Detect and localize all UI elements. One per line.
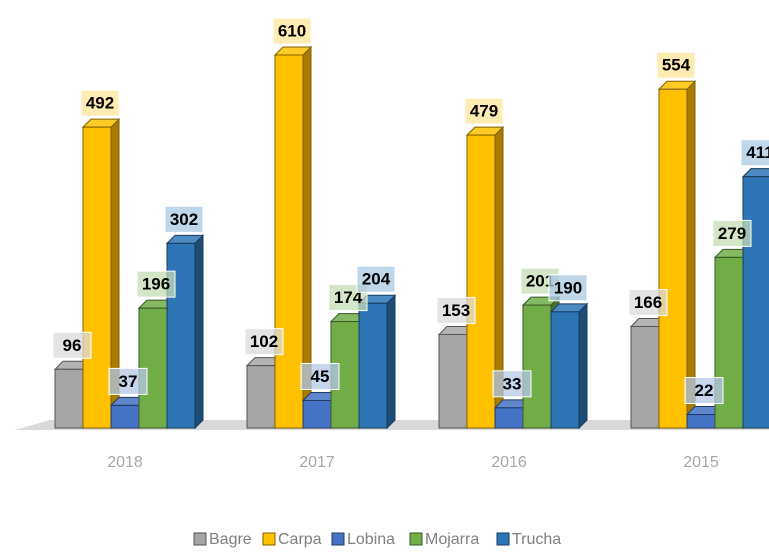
bar-front [246,365,276,429]
bar-front [550,311,580,429]
data-label: 174 [334,288,363,307]
bar-front [274,54,304,429]
bar-front [522,304,552,429]
data-label: 166 [634,293,662,312]
bar-side [686,80,696,430]
bar-side [386,294,396,430]
data-label-box [740,139,769,167]
bar-front [438,333,468,429]
data-label: 45 [311,367,330,386]
data-label-box [52,331,92,359]
bar-front [686,414,716,429]
x-tick-label: 2015 [683,454,719,471]
legend-label: Trucha [512,531,561,548]
legend-swatch [193,532,207,546]
bar [465,125,505,430]
bar-front [466,134,496,429]
data-label: 153 [442,301,470,320]
data-label-box [492,370,532,398]
data-label-box [272,17,312,45]
legend-swatch [409,532,423,546]
x-tick-label: 2017 [299,454,335,471]
data-label-box [684,377,724,405]
data-label: 201 [526,272,554,291]
bar-front [358,302,388,429]
bar-front [658,88,688,429]
bar-front [54,368,84,429]
legend-swatch [262,532,276,546]
bar-front [630,325,660,429]
data-label: 37 [119,372,138,391]
bar-front [742,176,769,429]
bar-front [494,407,524,429]
legend-label: Bagre [209,531,252,548]
bar [165,234,205,430]
data-label-box [656,51,696,79]
data-label-box [328,284,368,312]
bar-front [82,126,112,429]
data-label: 610 [278,21,306,40]
data-label-box [464,97,504,125]
data-label: 102 [250,332,278,351]
data-label-box [244,328,284,356]
data-label: 96 [63,336,82,355]
data-label-box [436,296,476,324]
bar-front [302,399,332,429]
legend-label: Lobina [347,531,395,548]
legend-swatch [496,532,510,546]
bar [657,80,697,430]
data-label: 33 [503,374,522,393]
data-label-box [136,270,176,298]
data-label: 22 [695,381,714,400]
data-label-box [628,288,668,316]
bar [273,45,313,430]
data-label: 279 [718,224,746,243]
bar-side [578,302,588,430]
bar [357,294,397,430]
data-label-box [164,205,204,233]
data-label-box [300,362,340,390]
legend-swatch [331,532,345,546]
data-label: 479 [470,102,498,121]
bar [549,302,589,430]
data-label-box [80,89,120,117]
data-label: 204 [362,270,391,289]
data-label: 554 [662,56,691,75]
data-label-box [548,274,588,302]
bar [741,168,769,429]
data-label-box [356,265,396,293]
x-tick-label: 2018 [107,454,143,471]
bar-side [194,234,204,430]
bar-top [741,168,769,178]
data-label: 492 [86,94,114,113]
legend-label: Carpa [278,531,322,548]
x-tick-label: 2016 [491,454,527,471]
legend-label: Mojarra [425,531,479,548]
data-label: 190 [554,278,582,297]
data-label: 196 [142,275,170,294]
bar-front [110,404,140,429]
data-label-box [108,367,148,395]
data-label: 411 [746,143,769,162]
data-label-box [712,219,752,247]
data-label: 302 [170,210,198,229]
